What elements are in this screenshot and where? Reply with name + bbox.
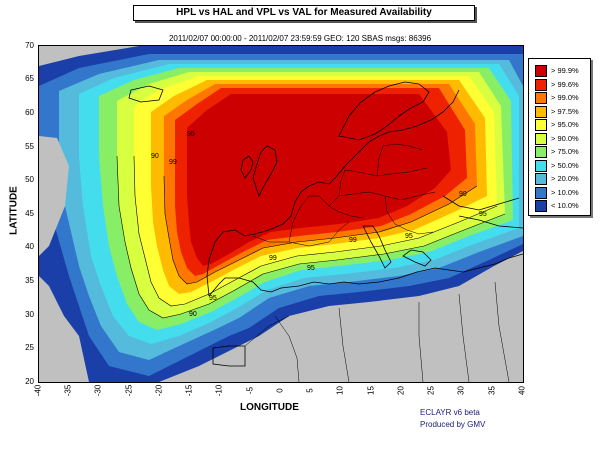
legend-item: > 10.0% xyxy=(535,186,579,199)
x-tick-label: 40 xyxy=(517,386,527,395)
contour-label-95: 95 xyxy=(187,131,195,138)
legend-item: > 95.0% xyxy=(535,119,579,132)
contour-lines xyxy=(116,155,506,319)
legend-label: > 99.0% xyxy=(551,93,579,102)
y-tick-label: 40 xyxy=(25,242,34,251)
legend-item: > 97.5% xyxy=(535,105,579,118)
coastlines xyxy=(128,81,523,367)
legend-item: > 99.0% xyxy=(535,92,579,105)
legend-label: > 50.0% xyxy=(551,160,579,170)
legend-label: > 75.0% xyxy=(551,147,579,156)
x-tick-label: 5 xyxy=(305,388,315,393)
y-tick-label: 35 xyxy=(25,276,34,285)
x-tick-label: 30 xyxy=(456,386,466,395)
legend-label: > 99.9% xyxy=(551,66,579,75)
x-tick-label: -25 xyxy=(124,384,134,397)
legend-swatch xyxy=(535,119,547,132)
legend-swatch xyxy=(535,159,547,172)
x-tick-label: 25 xyxy=(426,386,436,395)
contour-label-95: 95 xyxy=(479,211,487,218)
legend-swatch xyxy=(535,105,547,118)
contour-label-99: 99 xyxy=(169,159,177,166)
legend-item: > 50.0% xyxy=(535,159,579,172)
legend-swatch xyxy=(535,146,547,159)
legend-item: > 20.0% xyxy=(535,173,579,186)
legend-label: > 95.0% xyxy=(551,120,579,129)
legend-label: > 97.5% xyxy=(551,106,579,116)
x-tick-label: -15 xyxy=(184,384,194,397)
legend-label: > 10.0% xyxy=(551,187,579,197)
x-tick-label: 20 xyxy=(396,386,406,395)
map-title: HPL vs HAL and VPL vs VAL for Measured A… xyxy=(133,5,475,21)
legend-item: > 99.9% xyxy=(535,65,579,78)
x-tick-label: -40 xyxy=(33,384,43,397)
contour-label-90: 90 xyxy=(189,311,197,318)
contour-label-95: 95 xyxy=(405,233,413,240)
contour-label-99: 99 xyxy=(459,191,467,198)
x-tick-label: -20 xyxy=(154,384,164,397)
contour-label-90: 90 xyxy=(151,153,159,160)
contour-label-99: 99 xyxy=(349,237,357,244)
availability-map: 95 99 90 99 95 99 95 95 90 99 95 xyxy=(38,45,524,383)
x-tick-label: -35 xyxy=(63,384,73,397)
legend-label: > 20.0% xyxy=(551,174,579,183)
map-legend: > 99.9% > 99.6% > 99.0% > 97.5% > 95.0% … xyxy=(528,58,591,216)
y-tick-label: 60 xyxy=(25,108,34,117)
legend-swatch xyxy=(535,173,547,186)
x-tick-label: -30 xyxy=(93,384,103,397)
legend-item: > 99.6% xyxy=(535,78,579,91)
legend-swatch xyxy=(535,132,547,145)
band-999 xyxy=(187,94,451,266)
y-tick-label: 50 xyxy=(25,175,34,184)
borders xyxy=(244,143,510,382)
y-axis-label: LATITUDE xyxy=(8,186,20,235)
north-africa-land xyxy=(269,266,523,382)
x-tick-label: 0 xyxy=(275,388,285,393)
x-tick-label: 35 xyxy=(487,386,497,395)
y-tick-label: 65 xyxy=(25,74,34,83)
x-tick-label: 10 xyxy=(335,386,345,395)
contour-label-99: 99 xyxy=(269,255,277,262)
greenland-land xyxy=(39,136,69,256)
legend-item: < 10.0% xyxy=(535,200,579,213)
legend-label: < 10.0% xyxy=(551,201,579,210)
contour-label-95: 95 xyxy=(307,265,315,272)
x-tick-label: 15 xyxy=(366,386,376,395)
map-canvas: 95 99 90 99 95 99 95 95 90 99 95 xyxy=(39,46,523,382)
y-tick-label: 25 xyxy=(25,343,34,352)
x-tick-label: -10 xyxy=(214,384,224,397)
legend-label: > 90.0% xyxy=(551,133,579,143)
contour-value-labels: 95 99 90 99 95 99 95 95 90 99 95 xyxy=(151,131,487,318)
legend-item: > 75.0% xyxy=(535,146,579,159)
y-tick-label: 30 xyxy=(25,310,34,319)
y-tick-label: 45 xyxy=(25,209,34,218)
credit-line-1: ECLAYR v6 beta xyxy=(420,408,480,417)
y-tick-label: 20 xyxy=(25,377,34,386)
legend-swatch xyxy=(535,186,547,199)
map-subtitle: 2011/02/07 00:00:00 - 2011/02/07 23:59:5… xyxy=(168,34,432,43)
legend-swatch xyxy=(535,78,547,91)
legend-swatch xyxy=(535,65,547,78)
legend-swatch xyxy=(535,92,547,105)
legend-item: > 90.0% xyxy=(535,132,579,145)
contour-label-95: 95 xyxy=(209,295,217,302)
legend-label: > 99.6% xyxy=(551,79,579,89)
credit-line-2: Produced by GMV xyxy=(420,420,486,429)
y-tick-label: 55 xyxy=(25,142,34,151)
x-axis-label: LONGITUDE xyxy=(240,402,299,413)
legend-swatch xyxy=(535,200,547,213)
y-tick-label: 70 xyxy=(25,41,34,50)
x-tick-label: -5 xyxy=(245,386,255,395)
